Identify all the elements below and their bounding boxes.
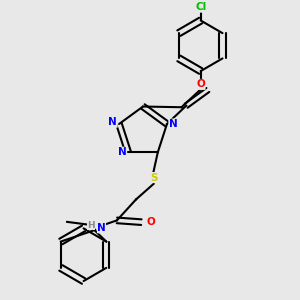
Text: H: H [87,221,95,230]
Text: Cl: Cl [195,2,206,12]
Text: N: N [108,117,117,127]
Text: N: N [169,119,178,129]
Text: O: O [196,80,205,89]
Text: N: N [118,147,126,157]
Text: S: S [150,172,158,182]
Text: O: O [147,217,155,227]
Text: N: N [97,223,106,233]
